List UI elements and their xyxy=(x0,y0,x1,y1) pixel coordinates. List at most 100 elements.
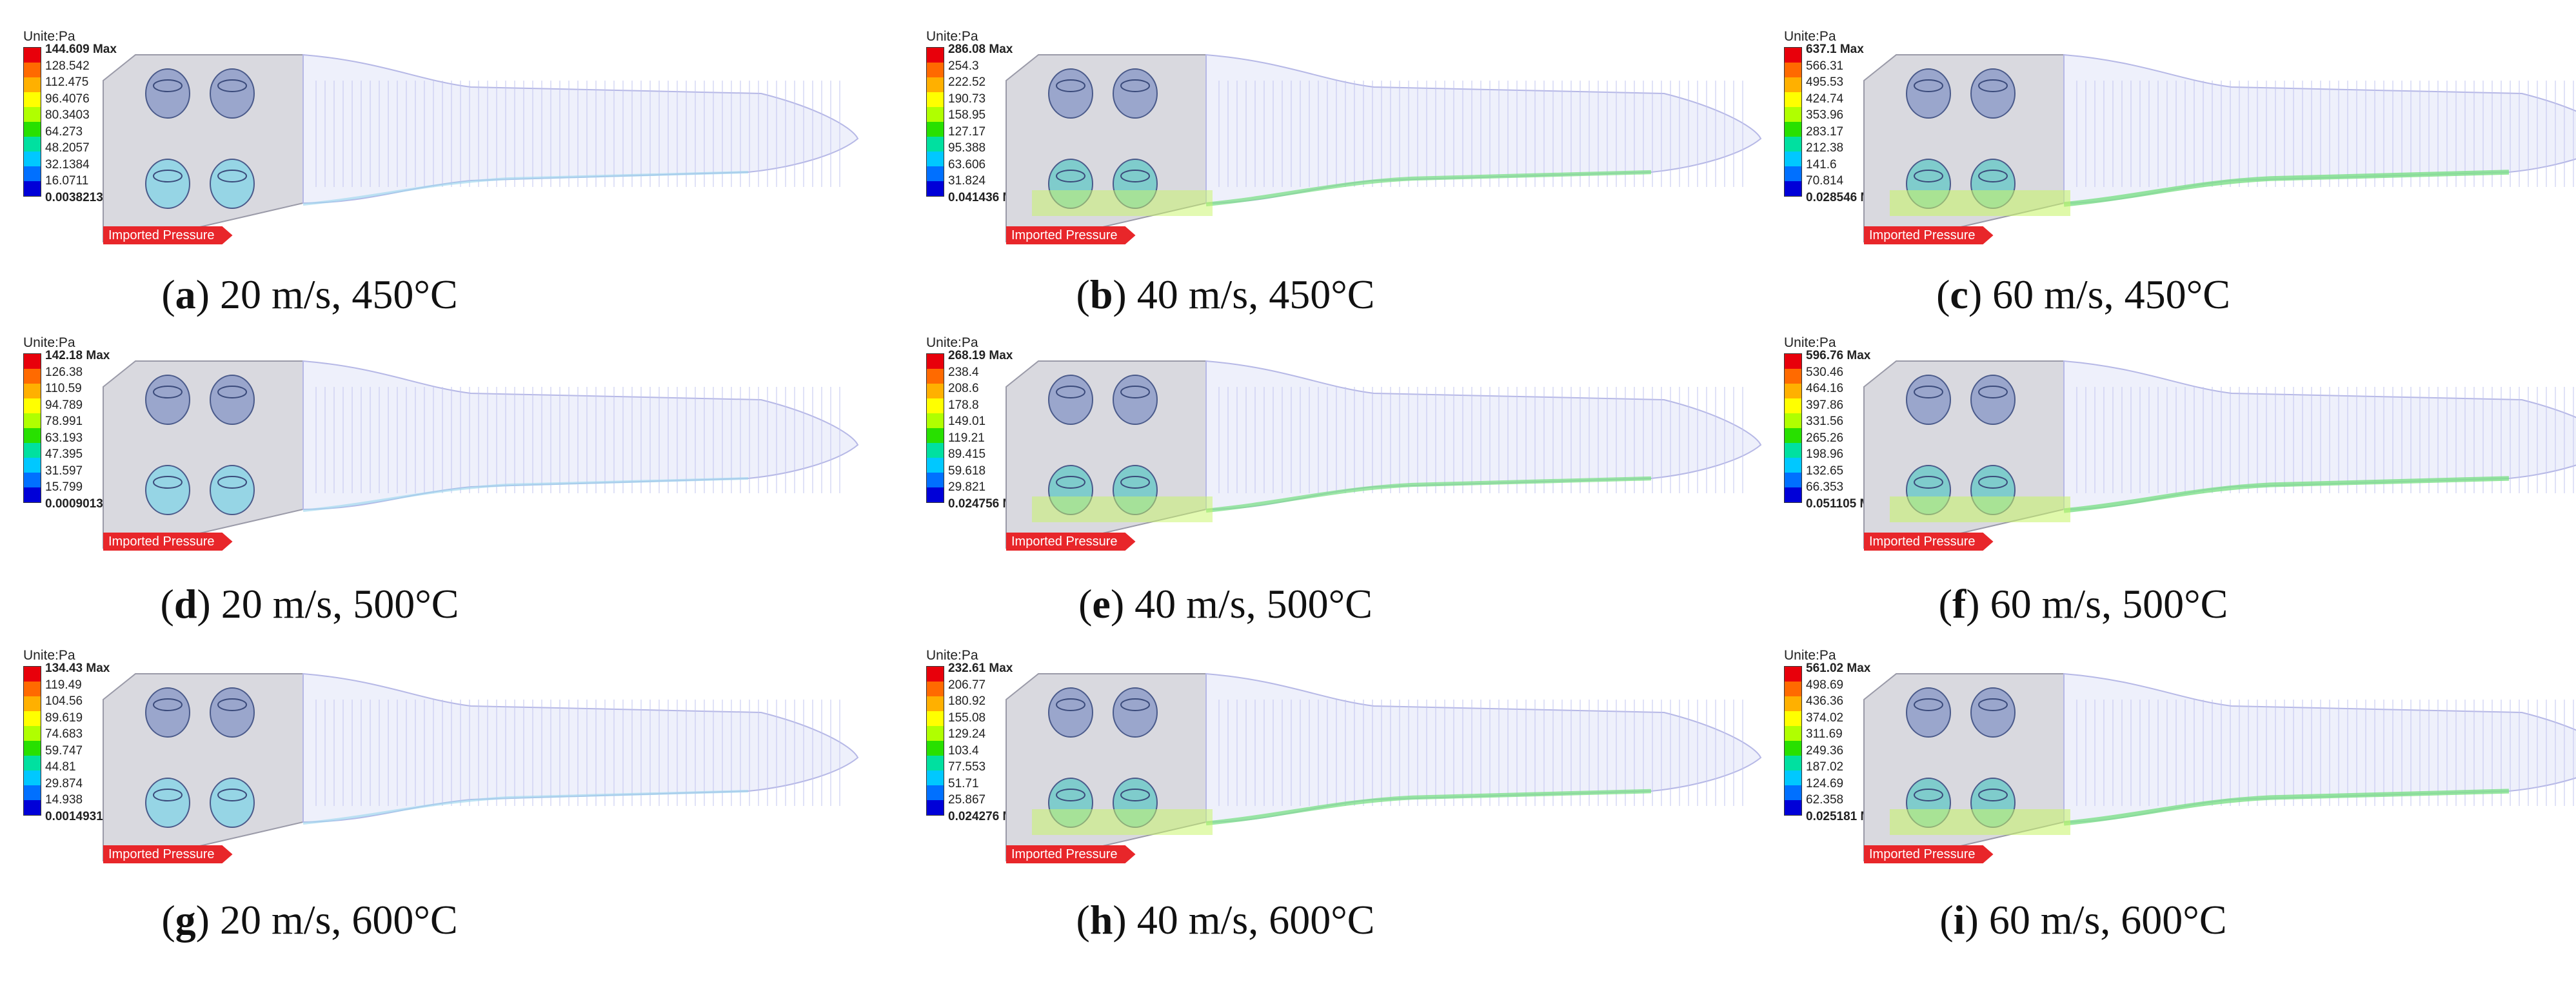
legend-color-segment xyxy=(24,181,41,196)
legend-tick-label: 0.041436 Min xyxy=(948,190,1024,204)
legend-tick-label: 29.821 xyxy=(948,480,986,494)
bolt xyxy=(1906,687,1951,738)
fin-geometry xyxy=(103,360,859,549)
legend-color-segment xyxy=(927,800,944,815)
fin-body xyxy=(302,672,859,823)
legend-color-segment xyxy=(927,107,944,122)
legend-color-segment xyxy=(927,413,944,428)
caption-text: 60 m/s, 450°C xyxy=(1982,271,2230,317)
high-pressure-region xyxy=(1032,809,1213,835)
bolt-head xyxy=(217,789,247,801)
bolt-head xyxy=(1056,170,1085,182)
pressure-vector-streak xyxy=(1205,476,1652,513)
legend-tick-label: 128.542 xyxy=(45,59,90,73)
base-plate xyxy=(103,673,304,861)
legend-color-segment xyxy=(24,122,41,137)
high-pressure-region xyxy=(1032,190,1213,216)
legend-tick-label: 127.17 xyxy=(948,124,986,139)
legend-tick-label: 0.024756 Min xyxy=(948,496,1024,511)
legend-color-segment xyxy=(1785,122,1801,137)
legend-tick-label: 232.61 Max xyxy=(948,662,1013,675)
legend-tick-label: 15.799 xyxy=(45,480,83,494)
bolt xyxy=(210,778,255,828)
legend-color-segment xyxy=(927,63,944,77)
legend-color-segment xyxy=(1785,354,1801,369)
legend-color-segment xyxy=(1785,181,1801,196)
legend-color-segment xyxy=(1785,443,1801,458)
legend-color-segment xyxy=(24,152,41,166)
bolt xyxy=(1906,68,1951,119)
legend-tick-label: 158.95 xyxy=(948,108,986,122)
legend-tick-label: 254.3 xyxy=(948,59,979,73)
fin-body xyxy=(1205,672,1762,823)
legend-color-segment xyxy=(927,443,944,458)
caption-text: 40 m/s, 500°C xyxy=(1124,581,1372,627)
legend-tick-label: 495.53 xyxy=(1806,75,1844,89)
result-panel-a: Unite:Pa 144.609 Max 128.542 112.475 96.4076… xyxy=(19,29,859,248)
legend-tick-label: 424.74 xyxy=(1806,92,1844,106)
legend-color-segment xyxy=(1785,726,1801,741)
pressure-vector-streak xyxy=(2063,476,2510,513)
bolt xyxy=(145,375,190,425)
fin-body xyxy=(2063,54,2576,204)
bolt xyxy=(1048,687,1093,738)
legend-tick-label: 180.92 xyxy=(948,694,986,708)
legend-tick-label: 286.08 Max xyxy=(948,43,1013,56)
legend-tick-label: 397.86 xyxy=(1806,398,1844,412)
legend-color-segment xyxy=(24,443,41,458)
legend-tick-label: 104.56 xyxy=(45,694,83,708)
bolt-head xyxy=(217,79,247,92)
legend-color-segment xyxy=(24,107,41,122)
fin-geometry xyxy=(1863,672,2576,861)
legend-color-segment xyxy=(927,726,944,741)
panel-caption: (b) 40 m/s, 450°C xyxy=(1076,271,1375,317)
legend-tick-label: 0.051105 Min xyxy=(1806,496,1881,511)
bolt xyxy=(210,375,255,425)
legend-color-segment xyxy=(1785,384,1801,398)
legend-tick-label: 0.025181 Min xyxy=(1806,809,1882,823)
legend-tick-label: 464.16 xyxy=(1806,382,1844,395)
unit-label: Unite:Pa xyxy=(23,29,75,44)
legend-color-segment xyxy=(24,369,41,384)
bolt-head xyxy=(153,789,183,801)
legend-color-segment xyxy=(1785,785,1801,800)
bolt-head xyxy=(1978,698,2008,711)
legend-tick-label: 436.36 xyxy=(1806,694,1844,708)
legend-color-segment xyxy=(24,473,41,487)
legend-color-segment xyxy=(24,711,41,726)
legend-tick-label: 95.388 xyxy=(948,141,986,155)
legend-tick-label: 0.024276 Min xyxy=(948,809,1024,823)
panel-caption: (f) 60 m/s, 500°C xyxy=(1938,581,2228,627)
legend-color-segment xyxy=(927,181,944,196)
bolt-head xyxy=(153,170,183,182)
color-legend-bar xyxy=(1784,666,1802,816)
legend-tick-label: 637.1 Max xyxy=(1806,43,1864,56)
legend-color-segment xyxy=(1785,458,1801,473)
bolt-head xyxy=(217,170,247,182)
bolt-head xyxy=(1978,79,2008,92)
panel-caption: (a) 20 m/s, 450°C xyxy=(161,271,458,317)
bolt xyxy=(210,465,255,515)
bolt-head xyxy=(153,79,183,92)
legend-color-segment xyxy=(24,682,41,696)
legend-tick-label: 249.36 xyxy=(1806,743,1844,758)
unit-label: Unite:Pa xyxy=(926,335,978,350)
bolt-head xyxy=(1056,698,1085,711)
legend-color-segment xyxy=(927,122,944,137)
legend-tick-label: 119.49 xyxy=(45,678,82,692)
color-legend-bar xyxy=(926,666,944,816)
legend-color-segment xyxy=(1785,369,1801,384)
bolt-head xyxy=(217,698,247,711)
legend-tick-label: 178.8 xyxy=(948,398,979,412)
legend-tick-label: 63.606 xyxy=(948,157,986,172)
pressure-vector-streak xyxy=(1205,170,1652,207)
legend-tick-label: 222.52 xyxy=(948,75,986,89)
caption-letter: b xyxy=(1089,271,1113,317)
bolt-head xyxy=(1914,698,1943,711)
bolt xyxy=(1970,68,2016,119)
legend-color-segment xyxy=(927,166,944,181)
legend-tick-label: 134.43 Max xyxy=(45,662,110,675)
legend-tick-label: 141.6 xyxy=(1806,157,1837,172)
fin-geometry xyxy=(1006,672,1762,861)
legend-tick-label: 190.73 xyxy=(948,92,986,106)
